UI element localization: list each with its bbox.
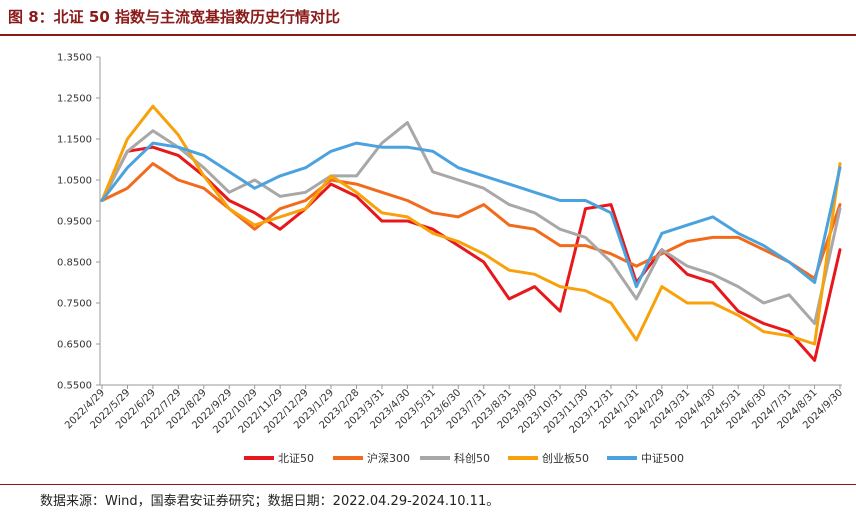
y-tick-label: 0.6500 <box>57 340 92 351</box>
series-line-1 <box>100 145 842 362</box>
legend-label: 中证500 <box>641 452 684 465</box>
y-tick-label: 0.8500 <box>57 258 92 269</box>
y-tick-label: 1.2500 <box>57 94 92 105</box>
y-tick-label: 1.0500 <box>57 176 92 187</box>
y-tick-label: 0.7500 <box>57 299 92 310</box>
y-tick-label: 1.1500 <box>57 135 92 146</box>
series-line-5 <box>100 141 842 289</box>
legend-label: 沪深300 <box>367 451 410 465</box>
legend-label: 创业板50 <box>542 451 589 465</box>
chart-legend: 北证50 沪深300 科创50 创业板50 中证500 <box>244 451 684 465</box>
source-divider <box>0 484 856 485</box>
legend-label: 科创50 <box>454 451 490 465</box>
y-tick-label: 1.3500 <box>57 53 92 64</box>
legend-label: 北证50 <box>278 452 314 465</box>
series-line-3 <box>100 121 842 325</box>
series-line-2 <box>100 162 842 280</box>
data-source-note: 数据来源：Wind，国泰君安证券研究；数据日期：2022.04.29-2024.… <box>40 494 500 509</box>
series-line-4 <box>100 104 842 346</box>
chart-axes: 0.5500 0.6500 0.7500 0.8500 0.9500 1.0500 1.15… <box>57 53 845 436</box>
figure-title: 图 8：北证 50 指数与主流宽基指数历史行情对比 <box>8 8 340 26</box>
y-tick-label: 0.9500 <box>57 217 92 228</box>
y-tick-label: 0.5500 <box>57 381 92 392</box>
chart-series <box>100 104 842 362</box>
title-divider <box>0 34 856 36</box>
